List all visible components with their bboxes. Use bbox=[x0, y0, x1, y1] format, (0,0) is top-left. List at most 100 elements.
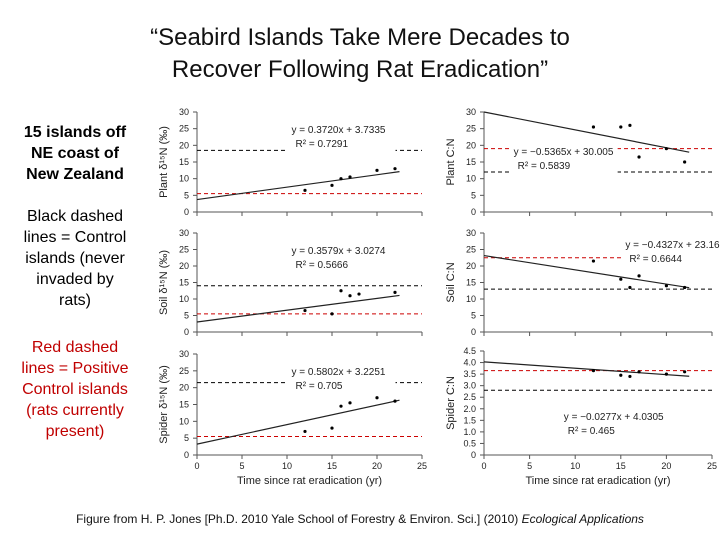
y-tick-label: 5 bbox=[184, 190, 189, 200]
y-axis-label: Spider C:N bbox=[445, 376, 457, 430]
y-tick-label: 5 bbox=[471, 190, 476, 200]
caption-text: Figure from H. P. Jones [Ph.D. 2010 Yale… bbox=[76, 512, 522, 526]
data-point bbox=[393, 167, 397, 171]
x-tick-label: 10 bbox=[570, 461, 580, 471]
y-axis-label: Spider δ¹⁵N (‰) bbox=[158, 365, 170, 444]
note-line: invaded by bbox=[36, 271, 114, 288]
x-tick-label: 25 bbox=[417, 461, 427, 471]
y-tick-label: 30 bbox=[466, 107, 476, 117]
data-point bbox=[637, 155, 641, 159]
y-tick-label: 0 bbox=[184, 327, 189, 337]
x-tick-label: 15 bbox=[327, 461, 337, 471]
data-point bbox=[339, 177, 343, 181]
y-axis-label: Plant δ¹⁵N (‰) bbox=[158, 126, 170, 198]
data-point bbox=[664, 284, 669, 288]
data-point bbox=[683, 160, 687, 164]
y-tick-label: 20 bbox=[179, 140, 189, 150]
y-tick-label: 20 bbox=[466, 140, 476, 150]
equation-background bbox=[287, 363, 396, 393]
y-tick-label: 10 bbox=[179, 294, 189, 304]
data-point bbox=[619, 125, 623, 129]
data-point bbox=[628, 374, 632, 379]
data-point bbox=[330, 426, 334, 430]
y-tick-label: 0 bbox=[471, 207, 476, 217]
y-tick-label: 20 bbox=[466, 261, 476, 271]
regression-equation: y = 0.3720x + 3.7335 bbox=[292, 125, 386, 136]
y-tick-label: 1.0 bbox=[463, 427, 476, 437]
note-line: rats) bbox=[59, 292, 91, 309]
title-line-1: “Seabird Islands Take Mere Decades to bbox=[150, 24, 570, 51]
x-tick-label: 10 bbox=[282, 461, 292, 471]
data-point bbox=[683, 370, 687, 374]
r-squared: R² = 0.7291 bbox=[296, 139, 349, 150]
data-point bbox=[619, 277, 623, 281]
y-axis-label: Plant C:N bbox=[445, 138, 457, 185]
data-point bbox=[348, 294, 352, 298]
data-point bbox=[393, 290, 397, 294]
regression-equation: y = 0.3579x + 3.0274 bbox=[292, 246, 386, 257]
regression-line bbox=[196, 294, 400, 323]
y-tick-label: 30 bbox=[466, 228, 476, 238]
regression-equation: y = −0.5365x + 30.005 bbox=[514, 147, 614, 158]
control-islands-note: Black dashed lines = Control islands (ne… bbox=[10, 206, 140, 311]
r-squared: R² = 0.465 bbox=[568, 426, 615, 437]
x-tick-label: 5 bbox=[239, 461, 244, 471]
y-tick-label: 30 bbox=[179, 228, 189, 238]
regression-equation: y = 0.5802x + 3.2251 bbox=[292, 367, 386, 378]
slide-title: “Seabird Islands Take Mere Decades to Re… bbox=[60, 22, 660, 86]
data-point bbox=[591, 369, 596, 373]
note-line: islands (never bbox=[25, 250, 125, 267]
x-axis-label: Time since rat eradication (yr) bbox=[525, 475, 670, 487]
r-squared: R² = 0.5666 bbox=[296, 260, 349, 271]
y-tick-label: 15 bbox=[179, 278, 189, 288]
y-tick-label: 5 bbox=[184, 433, 189, 443]
regression-line bbox=[483, 111, 690, 153]
y-tick-label: 25 bbox=[179, 366, 189, 376]
x-tick-label: 0 bbox=[481, 461, 486, 471]
r-squared: R² = 0.705 bbox=[296, 381, 343, 392]
y-tick-label: 2.5 bbox=[463, 392, 476, 402]
y-tick-label: 30 bbox=[179, 349, 189, 359]
regression-equation: y = −0.4327x + 23.165 bbox=[625, 240, 720, 251]
y-tick-label: 0 bbox=[184, 450, 189, 460]
y-tick-label: 20 bbox=[179, 383, 189, 393]
data-point bbox=[637, 370, 641, 374]
data-point bbox=[393, 399, 397, 403]
y-tick-label: 30 bbox=[179, 107, 189, 117]
y-tick-label: 10 bbox=[466, 174, 476, 184]
data-point bbox=[683, 285, 687, 290]
y-tick-label: 25 bbox=[179, 245, 189, 255]
y-tick-label: 2.0 bbox=[463, 404, 476, 414]
data-point bbox=[303, 308, 307, 313]
data-point bbox=[591, 125, 596, 129]
note-line: (rats currently bbox=[26, 402, 124, 419]
positive-control-note: Red dashed lines = Positive Control isla… bbox=[10, 337, 140, 442]
equation-background bbox=[621, 236, 720, 266]
data-point bbox=[664, 372, 669, 376]
note-line: lines = Positive bbox=[21, 360, 129, 377]
y-tick-label: 15 bbox=[179, 157, 189, 167]
data-point bbox=[591, 259, 596, 263]
x-tick-label: 20 bbox=[661, 461, 671, 471]
y-tick-label: 0 bbox=[184, 207, 189, 217]
y-axis-label: Soil C:N bbox=[445, 262, 457, 302]
data-point bbox=[628, 285, 632, 290]
y-tick-label: 4.0 bbox=[463, 358, 476, 368]
regression-line bbox=[196, 399, 400, 445]
data-point bbox=[330, 183, 334, 187]
data-point bbox=[637, 274, 641, 278]
y-tick-label: 1.5 bbox=[463, 415, 476, 425]
data-point bbox=[664, 147, 669, 151]
note-line: 15 islands off bbox=[23, 124, 127, 141]
y-tick-label: 0 bbox=[471, 327, 476, 337]
data-point bbox=[628, 123, 632, 127]
data-point bbox=[339, 404, 343, 408]
data-point bbox=[357, 292, 361, 296]
y-tick-label: 10 bbox=[179, 174, 189, 184]
note-line: present) bbox=[45, 423, 105, 440]
note-line: New Zealand bbox=[26, 166, 124, 183]
data-point bbox=[619, 373, 623, 377]
regression-line bbox=[483, 361, 690, 377]
x-tick-label: 0 bbox=[194, 461, 199, 471]
regression-line bbox=[483, 254, 690, 289]
